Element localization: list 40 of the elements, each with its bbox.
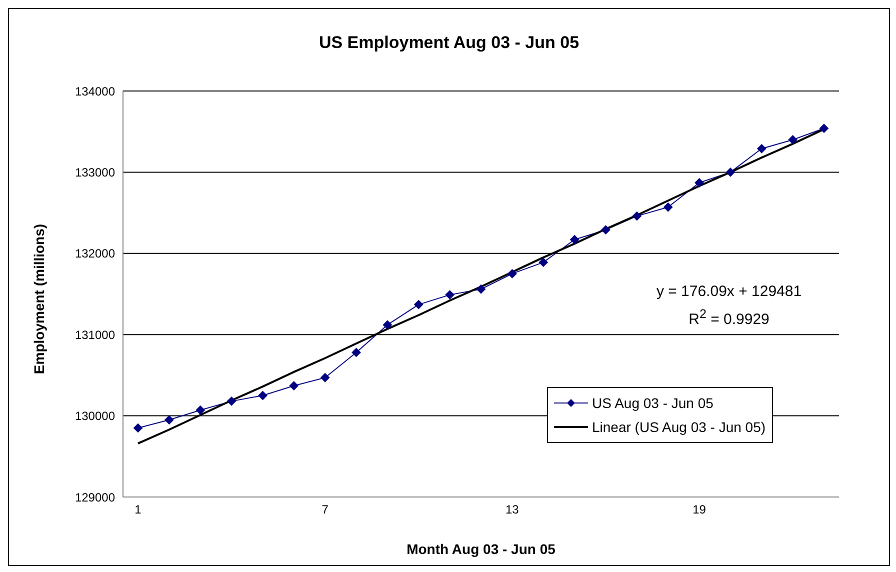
point bbox=[538, 258, 548, 267]
point bbox=[570, 235, 580, 244]
point bbox=[258, 391, 268, 400]
y-tick-label: 132000 bbox=[74, 246, 116, 261]
x-tick-label: 13 bbox=[506, 502, 520, 517]
point bbox=[726, 168, 735, 177]
y-tick-label: 131000 bbox=[74, 328, 116, 342]
annotation: y = 176.09x + 129481 bbox=[655, 282, 803, 302]
x-axis-title: Month Aug 03 - Jun 05 bbox=[406, 541, 556, 557]
point bbox=[476, 284, 486, 294]
point bbox=[445, 290, 454, 300]
point bbox=[757, 144, 766, 154]
x-tick-label: 7 bbox=[322, 502, 329, 517]
y-tick-label: 133000 bbox=[74, 165, 116, 180]
y-tick-label: 134000 bbox=[74, 84, 116, 98]
x-tick-label: 19 bbox=[692, 502, 706, 517]
point bbox=[632, 212, 642, 221]
point bbox=[788, 135, 798, 144]
point bbox=[134, 423, 142, 432]
point bbox=[289, 381, 298, 390]
point bbox=[320, 373, 330, 382]
point bbox=[227, 396, 236, 406]
point bbox=[508, 269, 517, 278]
annotation: R$^{2}$ = 0.9929 bbox=[688, 306, 770, 330]
point bbox=[382, 320, 392, 330]
y-axis-title: Employment (millions) bbox=[31, 224, 47, 374]
point bbox=[352, 348, 361, 357]
point bbox=[694, 178, 704, 188]
point bbox=[164, 415, 174, 424]
point bbox=[601, 225, 610, 234]
y-tick-label: 130000 bbox=[74, 409, 116, 424]
point bbox=[414, 300, 424, 310]
legend-label: US Aug 03 - Jun 05 bbox=[592, 395, 714, 411]
chart-title: US Employment Aug 03 - Jun 05 bbox=[318, 33, 580, 53]
point bbox=[196, 406, 205, 415]
point bbox=[664, 202, 673, 212]
y-tick-label: 129000 bbox=[74, 490, 116, 504]
legend-label: Linear (US Aug 03 - Jun 05) bbox=[592, 419, 766, 435]
point bbox=[820, 124, 828, 133]
x-tick-label: 1 bbox=[134, 502, 142, 517]
